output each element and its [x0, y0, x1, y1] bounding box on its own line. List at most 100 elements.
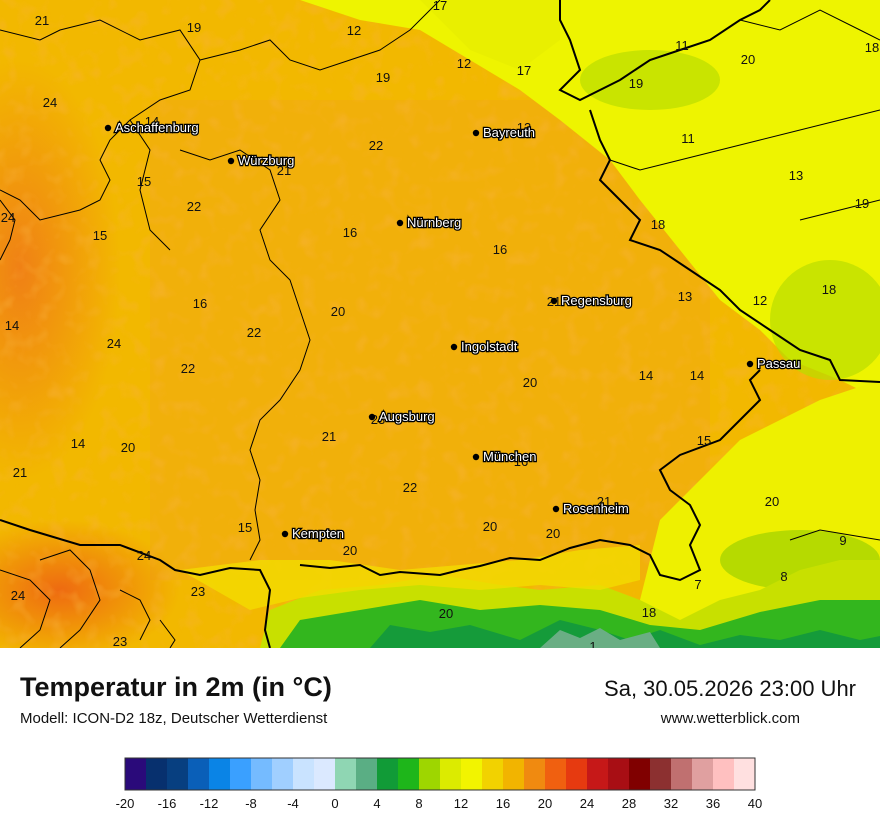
temperature-value: 20 [483, 519, 497, 534]
legend-tick-label: 4 [373, 796, 380, 811]
temperature-value: 13 [789, 168, 803, 183]
temperature-value: 12 [457, 56, 471, 71]
city-markers: Aschaffenburg Würzburg Bayreuth Nürnberg Reg… [104, 119, 802, 542]
temperature-value: 22 [181, 361, 195, 376]
legend-swatch [230, 758, 252, 790]
model-source: Modell: ICON-D2 18z, Deutscher Wetterdie… [20, 710, 328, 727]
legend-swatch [503, 758, 525, 790]
legend-tick-label: 32 [664, 796, 678, 811]
legend-tick-label: -4 [287, 796, 299, 811]
temperature-value: 13 [517, 120, 531, 135]
legend-swatch [629, 758, 651, 790]
city-label: Ingolstadt [461, 339, 518, 354]
temperature-value: 24 [11, 588, 25, 603]
alpine-peaks [540, 628, 660, 648]
city-label: Aschaffenburg [115, 120, 199, 135]
temperature-value: 16 [343, 225, 357, 240]
green-patch-northeast [580, 50, 720, 110]
temperature-value: 20 [121, 440, 135, 455]
temperature-value: 14 [690, 368, 704, 383]
city-dot [472, 129, 480, 137]
legend-tick-label: 0 [331, 796, 338, 811]
city-dot [396, 219, 404, 227]
legend-swatch [356, 758, 378, 790]
city-dot [227, 157, 235, 165]
color-legend: -20 -16 -12 -8 -4 0 4 8 12 16 20 24 28 32 36 40 [116, 757, 762, 811]
city-label: Bayreuth [483, 125, 535, 140]
temperature-value: 17 [433, 0, 447, 13]
city-label: Rosenheim [563, 501, 629, 516]
legend-swatch [146, 758, 168, 790]
legend-swatch [692, 758, 714, 790]
legend-swatch [314, 758, 336, 790]
temperature-value: 14 [71, 436, 85, 451]
legend-frame [124, 757, 756, 791]
legend-swatch [440, 758, 462, 790]
temperature-value: 20 [331, 304, 345, 319]
legend-bars [125, 758, 756, 790]
temperature-value: 23 [191, 584, 205, 599]
temperature-value: 19 [187, 20, 201, 35]
temperature-value: 21 [35, 13, 49, 28]
temperature-value: 22 [369, 138, 383, 153]
legend-swatch [398, 758, 420, 790]
city-label: Würzburg [238, 153, 294, 168]
legend-tick-label: 36 [706, 796, 720, 811]
temperature-value: 22 [247, 325, 261, 340]
city-dot [746, 360, 754, 368]
alpine-darkgreen [370, 620, 880, 648]
legend-swatch [545, 758, 567, 790]
temperature-value: 18 [865, 40, 879, 55]
temperature-value: 19 [376, 70, 390, 85]
city-dot [281, 530, 289, 538]
legend-swatch [251, 758, 273, 790]
temperature-value: 16 [193, 296, 207, 311]
city-label: Kempten [292, 526, 344, 541]
city-label: München [483, 449, 536, 464]
temperature-value: 20 [523, 375, 537, 390]
temperature-value: 7 [694, 577, 701, 592]
temperature-value: 20 [546, 526, 560, 541]
district-borders [0, 0, 880, 649]
city-label: Passau [757, 356, 800, 371]
legend-tick-label: -12 [200, 796, 219, 811]
temperature-value: 16 [514, 454, 528, 469]
temperature-value: 23 [113, 634, 127, 648]
forecast-datetime: Sa, 30.05.2026 23:00 Uhr [604, 676, 856, 701]
cool-region-northeast [300, 0, 880, 400]
temperature-value: 15 [93, 228, 107, 243]
legend-swatch [650, 758, 672, 790]
legend-swatch [482, 758, 504, 790]
temperature-value: 21 [597, 494, 611, 509]
temperature-value: 18 [651, 217, 665, 232]
legend-swatch [272, 758, 294, 790]
temperature-value: 19 [855, 196, 869, 211]
map-title: Temperatur in 2m (in °C) [20, 672, 332, 702]
city-dot [450, 343, 458, 351]
temperature-value: 15 [238, 520, 252, 535]
legend-swatch [713, 758, 735, 790]
temperature-value: 15 [137, 174, 151, 189]
temperature-map: 21 19 12 17 12 17 11 20 18 24 14 19 22 13 11 19 13 19 15 21… [0, 0, 880, 660]
temperature-value: 19 [629, 76, 643, 91]
legend-swatch [461, 758, 483, 790]
legend-swatch [419, 758, 441, 790]
temperature-value: 22 [187, 199, 201, 214]
temperature-value: 16 [493, 242, 507, 257]
footer: Temperatur in 2m (in °C) Sa, 30.05.2026 … [0, 648, 880, 830]
temperature-value: 20 [343, 543, 357, 558]
legend-swatch [524, 758, 546, 790]
temperature-value: 14 [639, 368, 653, 383]
temperature-value: 21 [13, 465, 27, 480]
legend-tick-label: 40 [748, 796, 762, 811]
temperature-value: 24 [43, 95, 57, 110]
temperature-value: 8 [780, 569, 787, 584]
legend-swatch [167, 758, 189, 790]
city-dot [104, 124, 112, 132]
temperature-value: 20 [741, 52, 755, 67]
legend-tick-label: 8 [415, 796, 422, 811]
temperature-value: 20 [765, 494, 779, 509]
southern-band [180, 545, 640, 610]
website-link[interactable]: www.wetterblick.com [660, 710, 800, 727]
